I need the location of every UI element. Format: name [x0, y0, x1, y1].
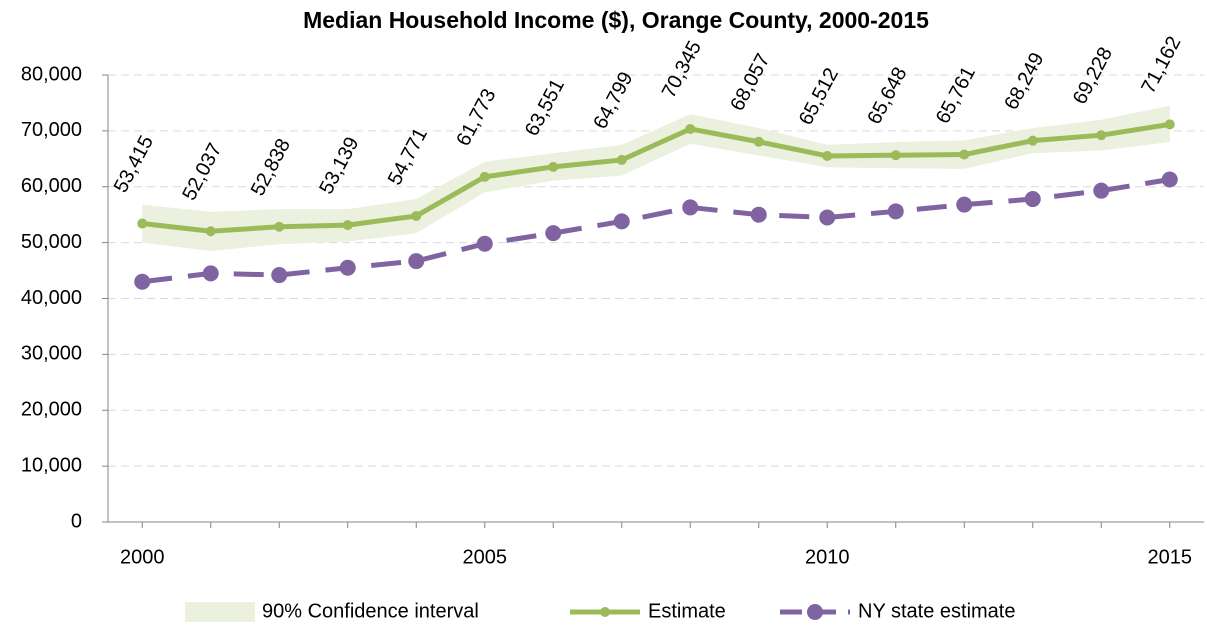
series-marker	[134, 273, 151, 290]
series-marker	[1093, 182, 1110, 199]
series-marker	[545, 225, 562, 242]
chart-title: Median Household Income ($), Orange Coun…	[303, 7, 929, 33]
data-label: 64,799	[589, 68, 637, 132]
series-marker	[753, 136, 764, 147]
series-marker	[1161, 171, 1178, 188]
series-marker	[887, 203, 904, 220]
data-label: 63,551	[521, 75, 569, 139]
series-marker	[339, 259, 356, 276]
series-marker	[408, 253, 425, 270]
legend-marker	[807, 604, 823, 620]
y-tick-label: 0	[71, 510, 82, 532]
series-marker	[411, 210, 422, 221]
series-marker	[274, 221, 285, 232]
series-line	[141, 177, 1171, 285]
confidence-band	[142, 105, 1170, 252]
series-marker	[685, 123, 696, 134]
series-marker	[1096, 130, 1107, 141]
data-label: 68,057	[726, 50, 774, 114]
y-tick-label: 60,000	[21, 175, 82, 197]
series-marker	[271, 267, 288, 284]
x-tick-label: 2000	[120, 546, 165, 568]
data-label: 54,771	[384, 124, 432, 188]
series-marker	[342, 220, 353, 231]
series-marker	[682, 199, 699, 216]
data-label: 61,773	[452, 85, 500, 149]
data-label: 52,037	[178, 140, 226, 204]
data-label: 65,761	[932, 63, 980, 127]
series-marker	[1027, 135, 1038, 146]
series-marker	[205, 226, 216, 237]
y-tick-label: 80,000	[21, 63, 82, 85]
series-marker	[890, 150, 901, 161]
data-label: 69,228	[1069, 44, 1117, 108]
data-label: 70,345	[658, 37, 706, 101]
legend-swatch	[185, 602, 255, 622]
series-marker	[956, 196, 973, 213]
series-marker	[750, 206, 767, 223]
legend-label: 90% Confidence interval	[262, 600, 479, 622]
y-tick-label: 30,000	[21, 343, 82, 365]
x-tick-label: 2010	[805, 546, 850, 568]
series-marker	[137, 218, 148, 229]
data-label: 71,162	[1137, 33, 1185, 97]
data-label: 53,139	[315, 134, 363, 198]
series-line	[141, 121, 1171, 234]
series-marker	[1164, 119, 1175, 130]
data-label: 65,512	[795, 64, 843, 128]
series-marker	[1024, 191, 1041, 208]
series-marker	[202, 265, 219, 282]
series-marker	[822, 150, 833, 161]
series-marker	[479, 171, 490, 182]
x-tick-label: 2005	[463, 546, 508, 568]
y-tick-label: 20,000	[21, 399, 82, 421]
series-marker	[819, 209, 836, 226]
series-marker	[548, 161, 559, 172]
legend-label: Estimate	[648, 600, 726, 622]
series-marker	[613, 213, 630, 230]
data-label: 52,838	[247, 135, 295, 199]
y-tick-label: 10,000	[21, 454, 82, 476]
series-marker	[616, 154, 627, 165]
series-marker	[959, 149, 970, 160]
data-label: 68,249	[1000, 49, 1048, 113]
x-tick-label: 2015	[1148, 546, 1193, 568]
y-tick-label: 40,000	[21, 287, 82, 309]
data-label: 65,648	[863, 64, 911, 128]
y-tick-label: 50,000	[21, 231, 82, 253]
legend-marker	[600, 607, 610, 617]
legend-label: NY state estimate	[858, 600, 1015, 622]
series-marker	[476, 235, 493, 252]
y-tick-label: 70,000	[21, 119, 82, 141]
